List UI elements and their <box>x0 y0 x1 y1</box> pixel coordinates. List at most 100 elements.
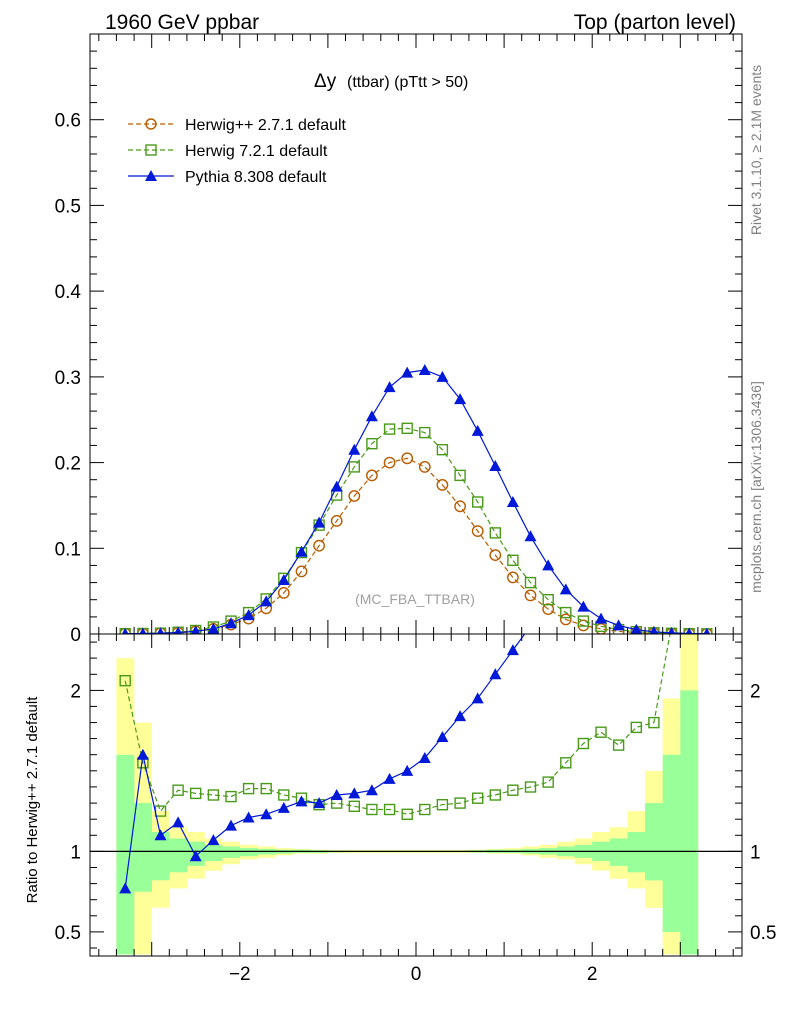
legend-marker-herwigpp <box>145 118 157 130</box>
series-pythia <box>121 364 711 634</box>
data-point-herwigpp <box>313 539 325 552</box>
data-point-pythia <box>436 370 449 382</box>
main-ytick-label: 0 <box>70 625 81 646</box>
data-point-herwig7 <box>419 426 431 439</box>
ratio-ytick-label-right: 0.5 <box>750 923 776 944</box>
data-point-herwigpp <box>418 460 431 473</box>
data-point-herwig7 <box>401 422 413 434</box>
series-line-pythia <box>125 369 707 634</box>
xtick-label: −2 <box>229 964 251 985</box>
data-point-herwigpp <box>383 456 396 469</box>
band-bin <box>204 844 223 861</box>
ratio-point-herwig7 <box>436 799 449 811</box>
data-point-pythia <box>612 619 625 631</box>
ratio-point-pythia <box>471 692 484 704</box>
legend-marker-herwig7 <box>145 144 157 156</box>
ratio-point-herwig7 <box>489 789 501 801</box>
legend-label-pythia: Pythia 8.308 default <box>185 169 327 186</box>
ratio-point-herwig7 <box>454 797 466 809</box>
ratio-point-pythia <box>260 808 273 820</box>
ratio-series-herwig7 <box>119 634 671 820</box>
data-point-herwigpp <box>330 515 343 527</box>
data-point-pythia <box>330 480 343 492</box>
data-point-pythia <box>401 366 414 378</box>
ratio-point-pythia <box>401 764 414 776</box>
ratio-point-pythia <box>119 882 132 894</box>
data-point-pythia <box>471 424 484 436</box>
data-point-herwigpp <box>559 613 572 626</box>
data-point-pythia <box>260 595 273 607</box>
data-point-herwigpp <box>365 469 378 482</box>
data-point-pythia <box>365 410 378 422</box>
data-point-pythia <box>225 617 237 629</box>
main-ytick-label: 0.4 <box>55 282 82 303</box>
ratio-plot-frame <box>89 633 743 957</box>
data-point-pythia <box>348 443 361 455</box>
ratio-point-herwig7 <box>401 808 413 820</box>
ratio-point-pythia <box>154 829 167 841</box>
data-point-pythia <box>630 623 642 634</box>
band-bin <box>134 803 152 892</box>
data-point-herwig7 <box>542 594 554 606</box>
ratio-point-pythia <box>348 787 361 799</box>
data-point-herwigpp <box>454 500 466 513</box>
ratio-point-herwig7 <box>524 781 537 793</box>
ratio-point-herwig7 <box>119 675 131 687</box>
ratio-point-herwig7 <box>612 739 625 751</box>
ratio-point-pythia <box>277 801 290 813</box>
data-point-herwig7 <box>348 461 360 473</box>
main-title-sub: (ttbar) (pTtt > 50) <box>347 74 468 91</box>
series-line-herwigpp <box>125 457 707 634</box>
data-point-herwig7 <box>366 438 378 450</box>
xtick-label: 0 <box>411 964 422 985</box>
band-bin <box>239 848 258 857</box>
data-point-pythia <box>191 625 201 634</box>
ratio-point-herwig7 <box>348 800 360 812</box>
main-ytick-label: 0.1 <box>55 539 81 560</box>
data-point-pythia <box>649 625 659 634</box>
data-point-pythia <box>577 600 590 612</box>
legend-label-herwigpp: Herwig++ 2.7.1 default <box>185 117 347 134</box>
ratio-point-herwig7 <box>189 787 202 800</box>
ratio-line-herwig7 <box>124 634 671 815</box>
ratio-point-herwig7 <box>507 784 519 796</box>
band-bin <box>662 754 681 932</box>
ratio-point-pythia <box>506 644 519 656</box>
data-point-pythia <box>542 559 555 571</box>
data-point-pythia <box>559 583 572 595</box>
band-bin <box>222 846 241 858</box>
band-bin <box>151 832 170 881</box>
ratio-point-herwig7 <box>560 757 572 769</box>
ratio-ytick-label-right: 1 <box>750 842 761 863</box>
ratio-line-pythia <box>124 634 526 889</box>
ratio-point-herwig7 <box>472 792 484 804</box>
ratio-series-pythia <box>119 634 526 894</box>
ratio-point-pythia <box>295 795 308 807</box>
ratio-point-pythia <box>242 811 255 823</box>
data-point-pythia <box>454 393 467 405</box>
data-point-herwigpp <box>436 478 449 491</box>
series-herwigpp <box>119 452 713 634</box>
data-point-pythia <box>489 460 502 471</box>
data-point-herwig7 <box>560 606 572 619</box>
ratio-point-herwig7 <box>648 716 660 729</box>
ratio-point-herwig7 <box>207 789 220 801</box>
main-ytick-label: 0.6 <box>55 111 81 132</box>
data-point-pythia <box>313 516 326 528</box>
data-point-herwigpp <box>471 525 484 537</box>
data-point-pythia <box>277 574 290 585</box>
data-point-herwigpp <box>348 490 361 502</box>
data-point-herwig7 <box>489 527 501 539</box>
band-bin <box>627 832 646 873</box>
ratio-ytick-label-left: 0.5 <box>55 923 81 944</box>
ratio-point-pythia <box>313 797 326 809</box>
ratio-point-herwig7 <box>278 789 290 801</box>
ratio-point-pythia <box>225 819 237 831</box>
ratio-point-herwig7 <box>225 790 237 803</box>
ratio-ylabel: Ratio to Herwig++ 2.7.1 default <box>24 696 41 904</box>
data-point-herwig7 <box>577 615 590 627</box>
data-point-herwigpp <box>507 571 519 584</box>
xtick-label: 2 <box>587 964 598 985</box>
data-point-pythia <box>524 530 537 542</box>
data-point-herwigpp <box>277 587 290 599</box>
